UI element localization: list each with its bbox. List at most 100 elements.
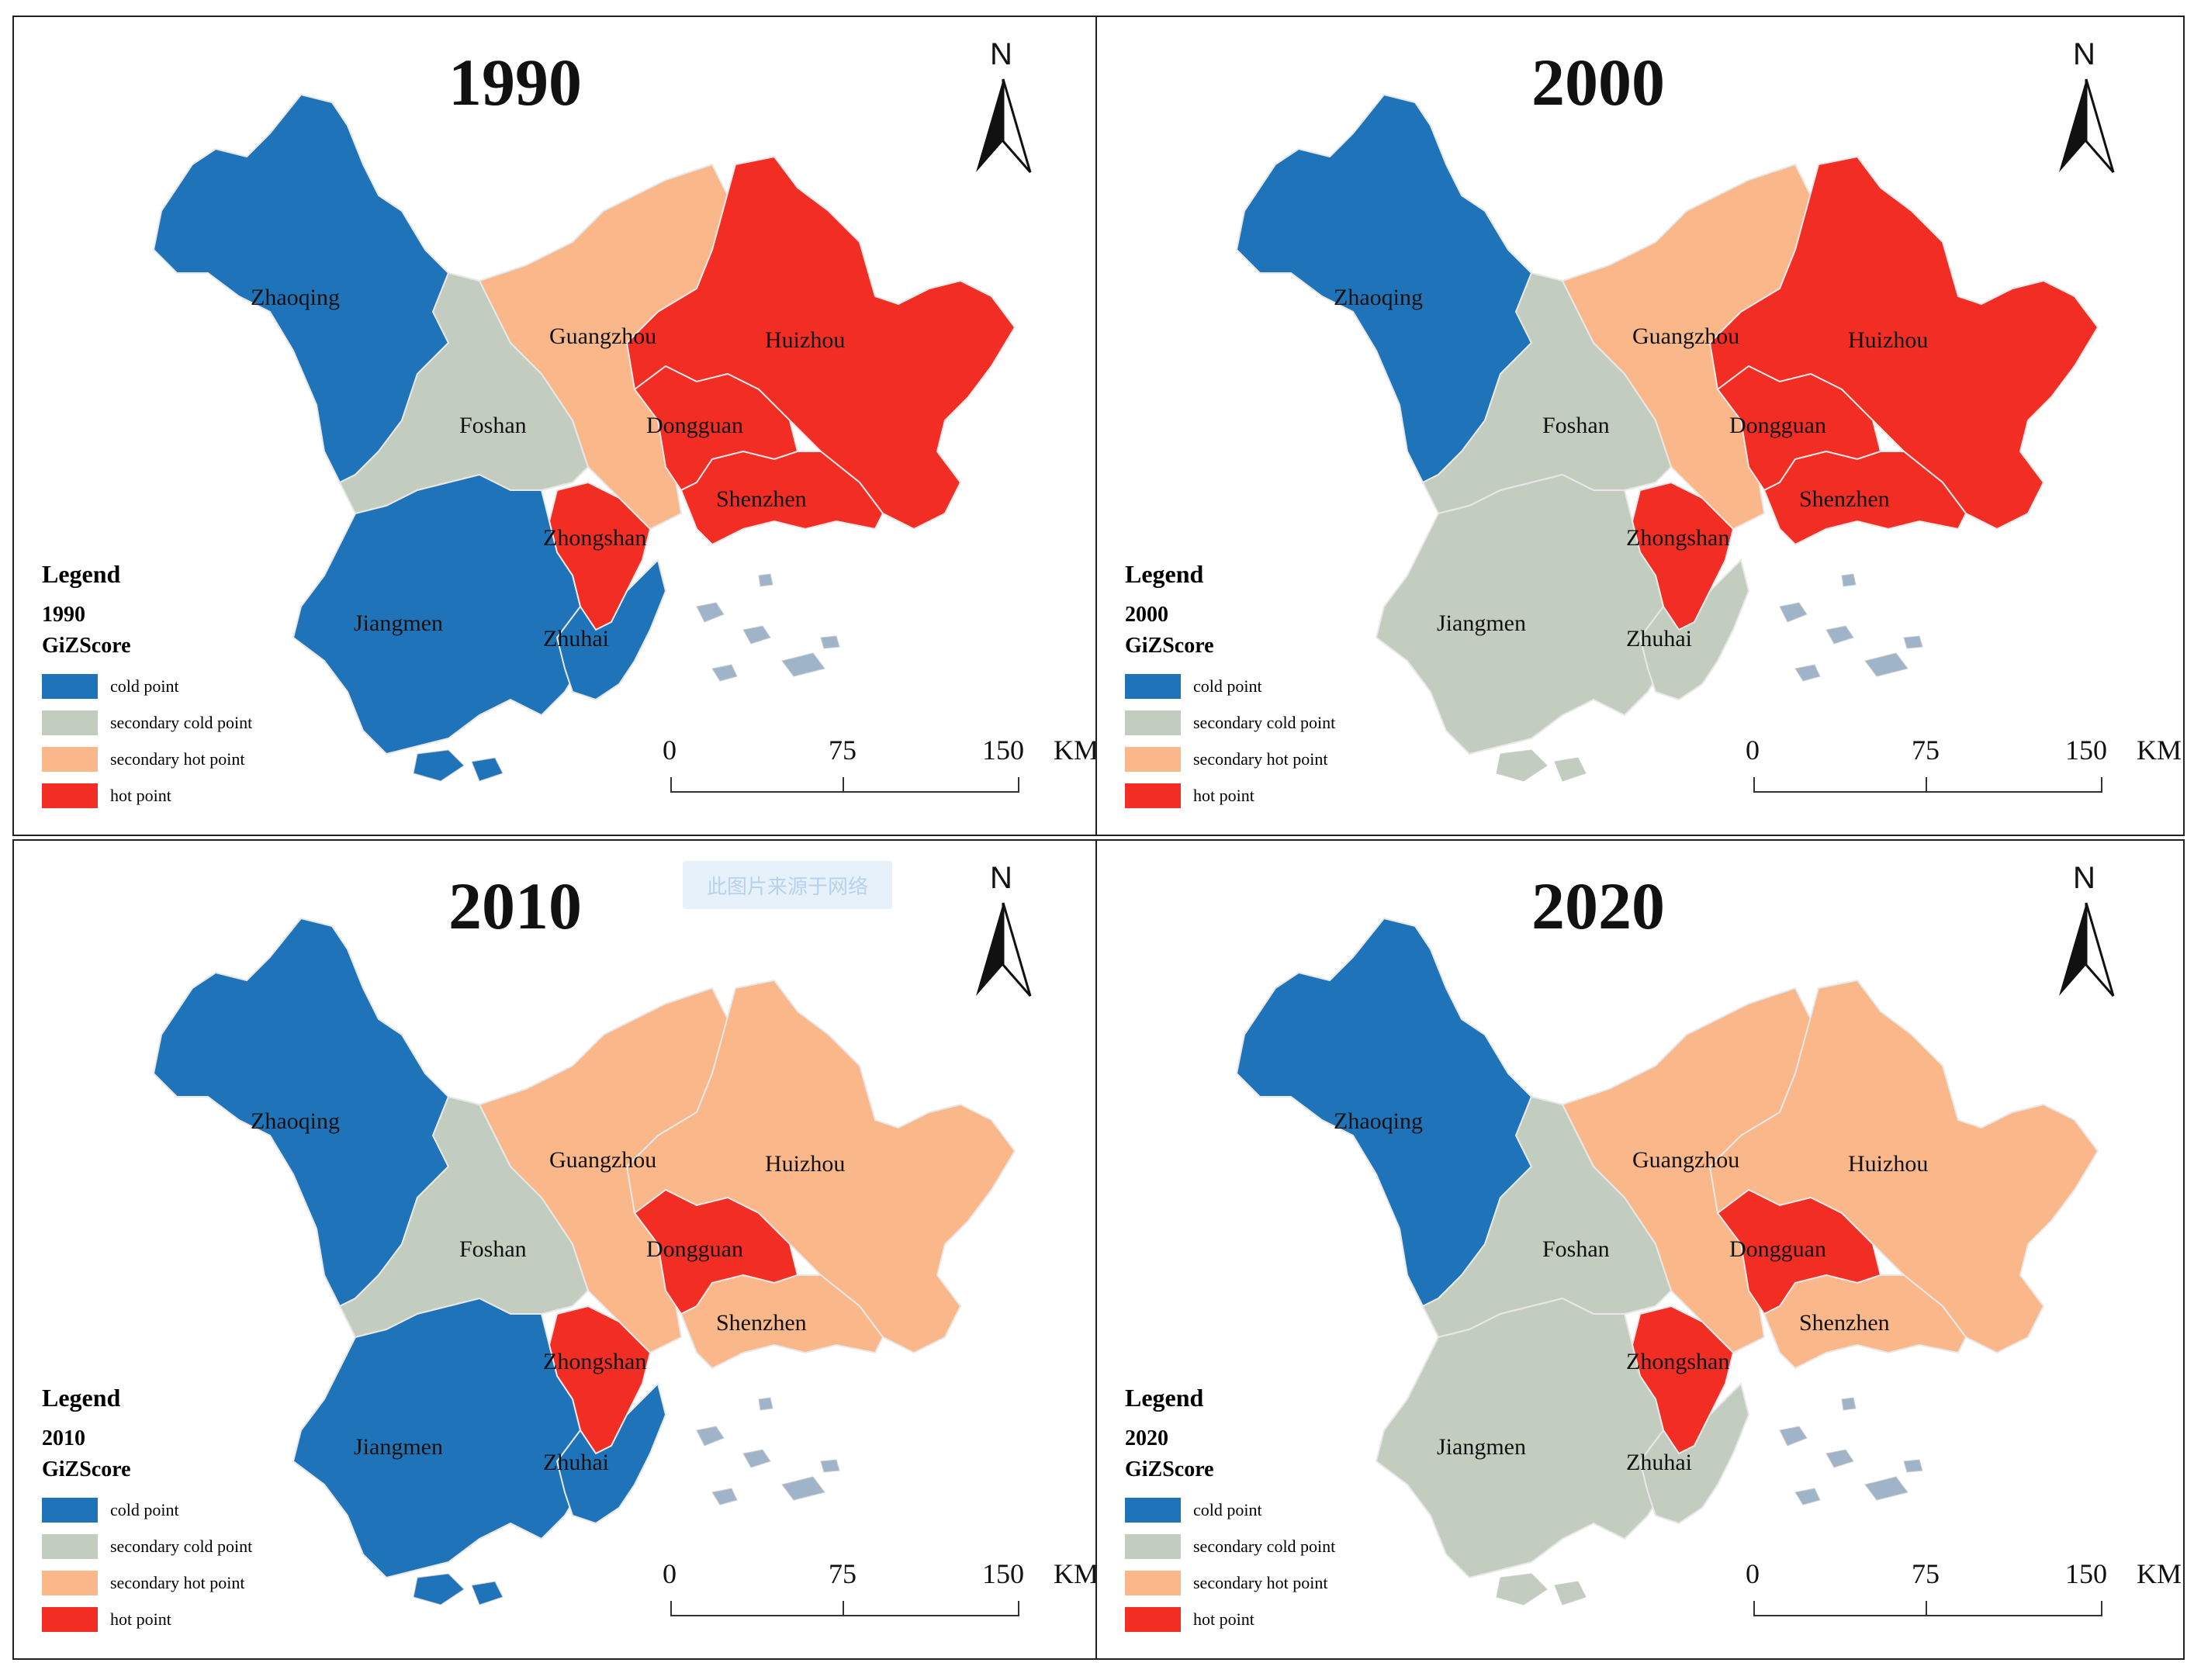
map-panel-1990: 1990 N Zhaoqing Guangzhou Huizhou Foshan Dongg… xyxy=(12,16,1102,836)
island xyxy=(781,1476,825,1501)
island xyxy=(413,749,465,782)
legend-label: secondary hot point xyxy=(110,748,245,769)
legend-swatch xyxy=(42,783,98,808)
north-arrow-icon xyxy=(1002,78,1032,173)
legend-label: secondary hot point xyxy=(1193,748,1328,769)
city-label-huizhou: Huizhou xyxy=(765,1151,846,1177)
legend-label: hot point xyxy=(110,1609,171,1629)
island xyxy=(696,602,725,623)
city-label-shenzhen: Shenzhen xyxy=(716,1310,807,1336)
scale-tick-label: 0 xyxy=(1746,735,1760,766)
scale-mid-tick xyxy=(843,777,844,791)
scale-tick-label: 75 xyxy=(829,735,856,766)
island xyxy=(696,1426,725,1447)
city-label-zhongshan: Zhongshan xyxy=(543,525,647,551)
legend-item: cold point xyxy=(42,668,321,704)
legend-item: hot point xyxy=(42,777,321,814)
city-label-guangzhou: Guangzhou xyxy=(1632,323,1740,349)
island xyxy=(742,1449,771,1468)
north-arrow-icon xyxy=(2085,78,2115,173)
region-shenzhen xyxy=(1763,450,1967,546)
legend-swatch xyxy=(1125,1533,1181,1559)
legend-item: secondary hot point xyxy=(42,1564,321,1601)
city-label-zhongshan: Zhongshan xyxy=(1626,1349,1730,1374)
legend-label: hot point xyxy=(110,785,171,805)
legend-swatch xyxy=(42,1533,98,1559)
city-label-zhaoqing: Zhaoqing xyxy=(1334,285,1423,310)
legend: Legend 2020 GiZScore cold point secondary co… xyxy=(1125,1384,1404,1637)
legend-swatch xyxy=(1125,783,1181,808)
legend-item: secondary cold point xyxy=(1125,1528,1404,1564)
legend-item: secondary cold point xyxy=(42,704,321,741)
legend-swatch xyxy=(1125,1606,1181,1632)
city-label-zhuhai: Zhuhai xyxy=(543,1450,609,1475)
legend-item: secondary cold point xyxy=(42,1528,321,1564)
city-label-guangzhou: Guangzhou xyxy=(1632,1147,1740,1173)
map-svg xyxy=(1235,902,2115,1606)
map-panel-2010: 2010 N Zhaoqing Guangzhou Huizhou Foshan Dongg… xyxy=(12,839,1102,1660)
legend-label: cold point xyxy=(1193,676,1262,696)
city-label-foshan: Foshan xyxy=(1542,1236,1610,1262)
island xyxy=(471,1581,504,1606)
map-svg xyxy=(152,78,1032,782)
legend-subtitle: GiZScore xyxy=(42,1457,131,1481)
city-label-dongguan: Dongguan xyxy=(646,1236,743,1262)
region-shenzhen xyxy=(680,450,884,546)
north-arrow-icon xyxy=(976,903,1003,996)
legend-item: secondary hot point xyxy=(1125,741,1404,777)
region-zhuhai xyxy=(555,1382,667,1525)
island xyxy=(1841,573,1857,587)
island xyxy=(471,757,504,782)
legend-year: 2020 xyxy=(1125,1426,1168,1450)
scale-unit: KM xyxy=(1054,1558,1099,1589)
scale-tick-label: 150 xyxy=(2065,1558,2107,1589)
legend-subtitle: GiZScore xyxy=(1125,634,1214,658)
legend-item: secondary hot point xyxy=(1125,1564,1404,1601)
scale-line xyxy=(670,1601,1019,1616)
city-label-foshan: Foshan xyxy=(459,413,527,438)
island xyxy=(1794,664,1821,682)
island xyxy=(1779,1426,1808,1447)
scale-unit: KM xyxy=(2137,1558,2182,1589)
scale-unit: KM xyxy=(1054,735,1099,766)
scale-tick-label: 75 xyxy=(829,1558,856,1589)
city-label-huizhou: Huizhou xyxy=(765,327,846,353)
map-svg xyxy=(1235,78,2115,782)
legend-item: cold point xyxy=(42,1492,321,1528)
city-label-zhaoqing: Zhaoqing xyxy=(1334,1108,1423,1134)
north-arrow-icon xyxy=(2085,902,2115,997)
city-label-shenzhen: Shenzhen xyxy=(1799,1310,1890,1336)
island xyxy=(1496,1573,1548,1606)
legend-subtitle: GiZScore xyxy=(42,634,131,658)
legend-year: 2010 xyxy=(42,1426,85,1450)
scale-line xyxy=(1753,1601,2102,1616)
legend-swatch xyxy=(1125,673,1181,699)
scale-tick-label: 0 xyxy=(1746,1558,1760,1589)
city-label-zhongshan: Zhongshan xyxy=(1626,525,1730,551)
island xyxy=(742,625,771,645)
panel-title: 2010 xyxy=(448,869,582,943)
scale-line xyxy=(670,777,1019,793)
island xyxy=(1554,1581,1587,1606)
legend-swatch xyxy=(42,746,98,772)
legend-item: secondary cold point xyxy=(1125,704,1404,741)
city-label-zhaoqing: Zhaoqing xyxy=(251,285,340,310)
legend: Legend 2010 GiZScore cold point secondary co… xyxy=(42,1384,321,1637)
north-arrow-icon xyxy=(2059,79,2086,172)
city-label-zhaoqing: Zhaoqing xyxy=(251,1108,340,1134)
city-label-dongguan: Dongguan xyxy=(1729,413,1826,438)
north-label: N xyxy=(2073,37,2095,71)
panel-title: 2020 xyxy=(1531,869,1665,943)
legend-label: hot point xyxy=(1193,1609,1254,1629)
legend-swatch xyxy=(1125,1497,1181,1523)
north-label: N xyxy=(990,37,1012,71)
north-label: N xyxy=(2073,861,2095,895)
city-label-jiangmen: Jiangmen xyxy=(354,1434,443,1460)
region-jiangmen xyxy=(292,1297,590,1579)
city-label-guangzhou: Guangzhou xyxy=(549,1147,657,1173)
region-zhuhai xyxy=(555,558,667,701)
legend-swatch xyxy=(42,673,98,699)
legend-title: Legend xyxy=(42,560,121,588)
island xyxy=(413,1573,465,1606)
scale-bar: 0 75 150 KM xyxy=(635,1558,1099,1616)
